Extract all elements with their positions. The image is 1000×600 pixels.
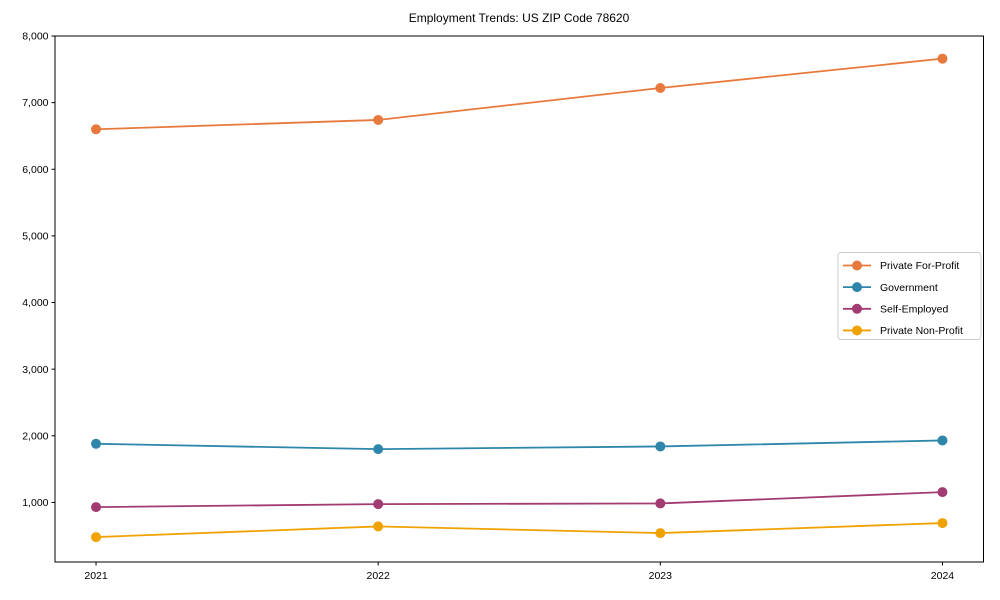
y-axis-tick-label: 7,000 (22, 97, 48, 109)
data-point (91, 532, 102, 543)
data-point (373, 114, 384, 125)
series-line-private-non-profit (96, 522, 943, 538)
data-point (655, 441, 666, 452)
y-axis-tick-label: 4,000 (22, 297, 48, 309)
legend-box (837, 252, 982, 340)
y-axis-tick-label: 3,000 (22, 364, 48, 376)
series-layer (91, 53, 948, 543)
data-point (937, 53, 948, 64)
series-line-self-employed (96, 491, 943, 508)
data-point (655, 498, 666, 509)
legend-marker-dot (852, 260, 862, 271)
series-line-government (96, 439, 943, 451)
x-axis-tick-label: 2021 (84, 570, 108, 582)
legend-label: Private Non-Profit (880, 325, 963, 337)
data-point (937, 518, 948, 529)
legend-label: Private For-Profit (880, 260, 959, 272)
data-point (91, 502, 102, 513)
y-axis-tick-label: 8,000 (22, 31, 48, 43)
y-axis-tick-label: 2,000 (22, 430, 48, 442)
data-point (937, 487, 948, 498)
data-point (373, 444, 384, 455)
data-point (91, 124, 102, 135)
legend-marker-dot (852, 325, 862, 336)
data-point (937, 435, 948, 446)
legend-item: Government (843, 282, 938, 294)
legend-item: Private For-Profit (843, 260, 959, 272)
legend-marker-dot (852, 303, 862, 314)
data-point (91, 438, 102, 449)
series-line-private-for-profit (96, 57, 943, 131)
legend-label: Self-Employed (880, 303, 948, 315)
data-point (373, 499, 384, 510)
legend-item: Self-Employed (843, 303, 948, 315)
chart-title: Employment Trends: US ZIP Code 78620 (409, 11, 630, 25)
plot-border (54, 35, 984, 563)
data-point (655, 528, 666, 539)
data-point (655, 82, 666, 93)
x-axis-tick-label: 2023 (649, 570, 673, 582)
x-axis-tick-label: 2022 (367, 570, 391, 582)
legend-marker-dot (852, 282, 862, 293)
legend-item: Private Non-Profit (843, 325, 963, 337)
legend-label: Government (880, 282, 938, 294)
axes-layer: 1,000 2,000 3,000 4,000 5,000 6,000 7,000 8,000… (22, 31, 984, 582)
y-axis-tick-label: 6,000 (22, 164, 48, 176)
data-point (373, 521, 384, 532)
y-axis-tick-label: 5,000 (22, 230, 48, 242)
x-axis-tick-label: 2024 (931, 570, 955, 582)
legend: Private For-Profit Government Self-Employe… (837, 252, 982, 340)
y-axis-tick-label: 1,000 (22, 497, 48, 509)
